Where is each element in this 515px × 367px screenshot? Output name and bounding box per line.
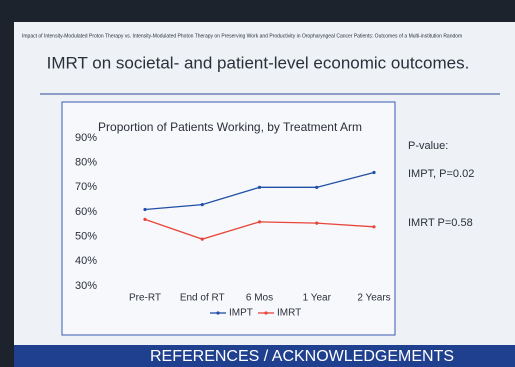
y-tick-label: 40% bbox=[75, 255, 97, 267]
pvalue-impt: IMPT, P=0.02 bbox=[408, 168, 474, 180]
point bbox=[315, 221, 319, 225]
legend-label: IMRT bbox=[277, 308, 301, 319]
pvalue-imrt: IMRT P=0.58 bbox=[408, 217, 473, 229]
point bbox=[372, 225, 376, 229]
point bbox=[200, 237, 204, 241]
legend-dot bbox=[216, 311, 220, 315]
y-tick-label: 50% bbox=[75, 231, 97, 243]
point bbox=[315, 185, 319, 189]
y-tick-label: 80% bbox=[75, 157, 97, 169]
x-tick-label: 1 Year bbox=[303, 293, 332, 304]
x-tick-label: 6 Mos bbox=[246, 293, 273, 304]
y-tick-label: 60% bbox=[75, 206, 97, 218]
x-tick-label: Pre-RT bbox=[129, 293, 161, 304]
footer-bar bbox=[14, 345, 515, 367]
chart-title: Proportion of Patients Working, by Treat… bbox=[98, 120, 362, 134]
point bbox=[372, 170, 376, 175]
slide-heading: IMRT on societal- and patient-level econ… bbox=[47, 53, 470, 72]
footer-text: REFERENCES / ACKNOWLEDGEMENTS bbox=[150, 348, 454, 365]
y-tick-label: 70% bbox=[75, 181, 97, 193]
slide-caption: Impact of Intensity-Modulated Proton The… bbox=[22, 33, 462, 39]
pvalue-title: P-value: bbox=[408, 140, 448, 152]
y-tick-label: 30% bbox=[75, 280, 97, 292]
x-tick-label: 2 Years bbox=[357, 293, 390, 304]
x-tick-label: End of RT bbox=[180, 293, 225, 304]
point bbox=[257, 185, 262, 189]
point bbox=[257, 220, 262, 224]
legend-label: IMPT bbox=[229, 308, 253, 319]
chart-box bbox=[61, 101, 396, 336]
point bbox=[143, 217, 147, 221]
y-tick-label: 90% bbox=[75, 132, 97, 144]
legend-dot bbox=[264, 311, 268, 315]
point bbox=[200, 203, 204, 207]
point bbox=[143, 207, 147, 212]
